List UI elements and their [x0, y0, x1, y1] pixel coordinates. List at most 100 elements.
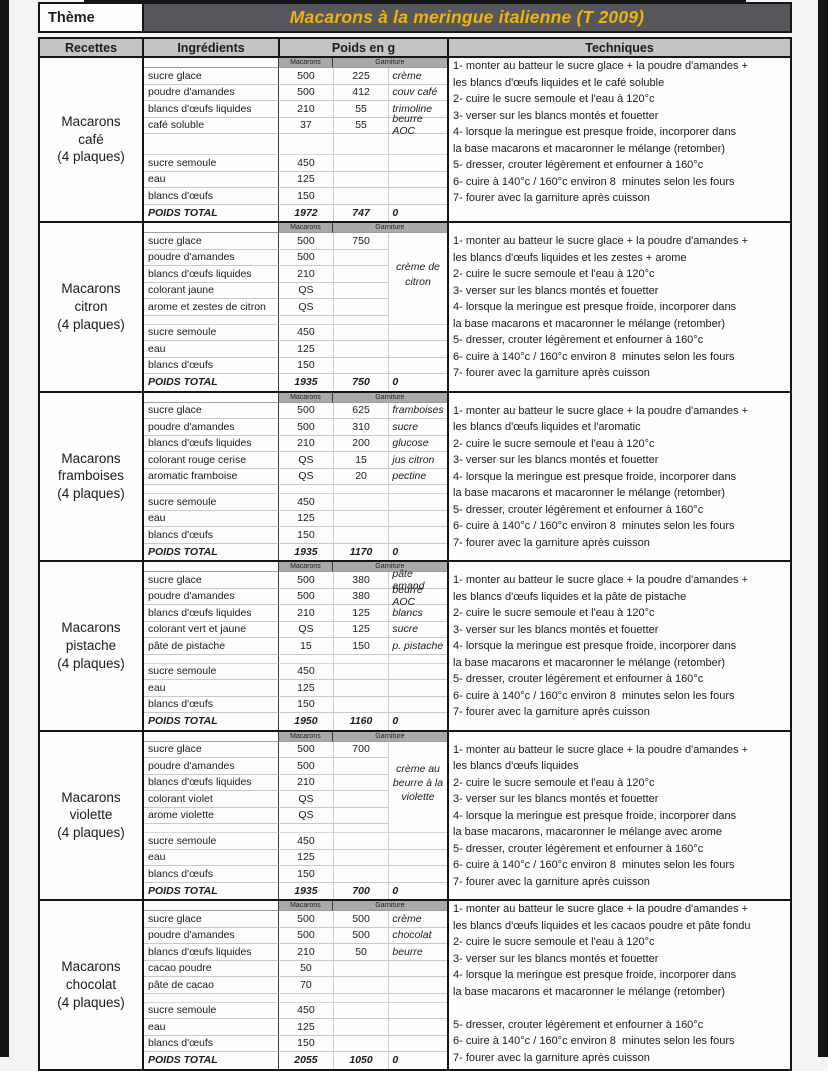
macarons-weight-cell: 50	[279, 961, 333, 977]
macarons-weight-cell: 500	[279, 911, 333, 928]
macarons-weight-cell: 125	[279, 850, 333, 866]
spacer-row	[144, 315, 447, 325]
ingredients-grid: Macarons Garniture sucre glace 500 380 pâte a…	[144, 562, 449, 730]
garniture-weight-cell	[332, 155, 389, 172]
poids-total-macarons: 1972	[294, 206, 318, 219]
garniture-weight-cell	[332, 774, 389, 791]
poids-total-zero: 0	[388, 882, 447, 899]
spacer-row	[144, 654, 447, 664]
poids-total-zero: 0	[388, 204, 447, 221]
garniture-label-cell	[388, 833, 447, 850]
ingredient-row: blancs d'œufs 150	[144, 1035, 447, 1052]
ingredient-row: sucre glace 500 500 crème	[144, 911, 447, 928]
ingredient-row: eau 125	[144, 341, 447, 358]
recipe-name-line: (4 plaques)	[57, 149, 125, 165]
recipe-name-line: citron	[74, 298, 108, 314]
garniture-merged-label: crème au beurre à la violette	[388, 741, 447, 825]
technique-line: 4- lorsque la meringue est presque froid…	[453, 301, 737, 313]
garniture-label-cell	[388, 1019, 447, 1036]
garniture-label-cell	[388, 960, 447, 977]
recipe-name-cell: Macarons framboises (4 plaques)	[40, 392, 144, 560]
spacer-cell	[388, 993, 447, 1003]
subheader-spacer	[144, 392, 280, 403]
base-rows: sucre glace 500 750 poudre d'amandes 500 blan…	[144, 233, 447, 316]
garniture-weight-cell	[332, 833, 389, 850]
subheader-spacer	[144, 58, 280, 68]
garniture-weight-cell	[332, 527, 389, 544]
macarons-weight-cell: QS	[279, 452, 333, 469]
ingredient-cell: poudre d'amandes	[144, 588, 280, 605]
ingredient-cell: sucre glace	[144, 233, 280, 250]
garniture-label-cell	[388, 341, 447, 358]
ingredient-cell: blancs d'œufs liquides	[144, 944, 280, 961]
macarons-weight-cell: 210	[279, 775, 333, 791]
poids-total-zero: 0	[388, 374, 447, 391]
garniture-label-cell	[388, 1002, 447, 1019]
ingredient-cell: sucre semoule	[144, 324, 280, 341]
garniture-weight-cell: 125	[332, 605, 389, 622]
spacer-cell	[332, 654, 389, 664]
garniture-weight-cell	[332, 866, 389, 883]
garniture-label-cell: beurre AOC	[388, 113, 447, 137]
ingredient-cell: blancs d'œufs	[144, 696, 280, 713]
spacer-row	[144, 485, 447, 494]
garniture-weight-cell	[332, 977, 389, 994]
recipe-block-citron: Macarons citron (4 plaques) Macarons Garnitu…	[40, 221, 790, 391]
base-rows: sucre glace 500 225 crème poudre d'amandes 50…	[144, 68, 447, 137]
garniture-weight-cell	[332, 341, 389, 358]
technique-line: 4- lorsque la meringue est presque froid…	[453, 470, 737, 483]
garniture-weight-cell: 20	[332, 468, 389, 485]
ingredient-cell: sucre glace	[144, 572, 280, 589]
macarons-weight-cell: 150	[279, 1036, 333, 1052]
poids-total-row: POIDS TOTAL 1935 750 0	[144, 374, 447, 391]
macarons-weight-cell: 500	[279, 250, 333, 266]
garniture-weight-cell	[332, 663, 389, 680]
garniture-weight-cell: 50	[332, 944, 389, 961]
spacer-row	[144, 134, 447, 155]
theme-label: Thème	[40, 4, 144, 31]
ingredient-row: sucre semoule 450	[144, 324, 447, 341]
poids-total-row: POIDS TOTAL 2055 1050 0	[144, 1052, 447, 1069]
recipe-block-violette: Macarons violette (4 plaques) Macarons Garni…	[40, 729, 790, 899]
photo-edge-left	[0, 0, 9, 1057]
ingredient-row: sucre semoule 450	[144, 494, 447, 511]
subheader-spacer	[144, 562, 280, 572]
garniture-weight-cell: 380	[332, 588, 389, 605]
technique-line: 3- verser sur les blancs montés et fouet…	[453, 623, 659, 636]
ingredients-grid: Macarons Garniture sucre glace 500 225 crème p…	[144, 58, 449, 221]
ingredient-row: sucre glace 500 750	[144, 233, 447, 250]
garniture-weight-cell: 500	[332, 911, 389, 928]
garniture-weight-cell	[332, 324, 389, 341]
technique-line: les blancs d'œufs liquides et l'aromatic	[453, 421, 641, 433]
ingredient-cell: sucre semoule	[144, 155, 280, 172]
recipe-name-line: Macarons	[61, 789, 121, 805]
weights-subheader-row: Macarons Garniture	[144, 392, 447, 403]
garniture-weight-cell: 125	[332, 621, 389, 638]
macarons-weight-cell: 450	[279, 1003, 333, 1019]
macarons-weight-cell: QS	[279, 469, 333, 485]
garniture-weight-cell: 200	[332, 435, 389, 452]
technique-line: 1- monter au batteur le sucre glace + la…	[453, 60, 749, 72]
technique-line: 1- monter au batteur le sucre glace + la…	[453, 574, 749, 586]
recipe-blocks: Macarons café (4 plaques) Macarons Garniture…	[38, 58, 792, 1071]
column-header-techniques: Techniques	[585, 40, 654, 55]
ingredient-row: pâte de cacao 70	[144, 977, 447, 994]
ingredient-cell: poudre d'amandes	[144, 758, 280, 775]
garniture-weight-cell	[332, 249, 389, 266]
technique-line: les blancs d'œufs liquides et le café so…	[453, 76, 665, 89]
subheader-macarons: Macarons	[279, 58, 333, 68]
macarons-weight-cell: 500	[279, 233, 333, 250]
garniture-weight-cell	[332, 696, 389, 713]
recipe-name-line: chocolat	[65, 976, 117, 992]
recipe-block-cafe: Macarons café (4 plaques) Macarons Garniture…	[40, 58, 790, 221]
macarons-weight-cell: 150	[279, 527, 333, 544]
macarons-weight-cell: 125	[279, 680, 333, 697]
macarons-weight-cell: 15	[279, 638, 333, 655]
ingredient-row: poudre d'amandes 500 380 beurre AOC	[144, 584, 447, 608]
garniture-label-cell: beurre AOC	[388, 584, 447, 608]
macarons-weight-cell: 125	[279, 172, 333, 188]
subheader-macarons: Macarons	[279, 223, 333, 233]
garniture-label-cell: glucose	[388, 435, 447, 452]
photo-edge-right	[818, 0, 828, 1057]
garniture-weight-cell: 150	[332, 638, 389, 655]
